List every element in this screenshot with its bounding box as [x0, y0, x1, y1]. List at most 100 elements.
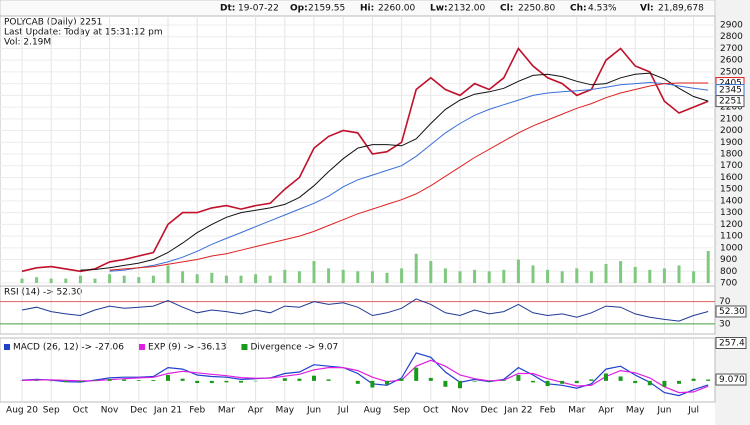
divergence-bar [195, 380, 200, 384]
x-tick-label: Nov [451, 406, 469, 416]
volume-bar [341, 269, 345, 283]
divergence-bar [618, 376, 623, 381]
header-value: 2132.00 [448, 4, 485, 14]
x-tick-label: Oct [423, 406, 439, 416]
x-tick-label: Jun [656, 406, 671, 416]
divergence-bar [399, 378, 404, 381]
x-tick-label: Feb [540, 406, 556, 416]
x-tick-label: Aug 20 [6, 406, 38, 416]
x-tick-label: Apr [248, 406, 264, 416]
y-tick-label: 2900 [720, 21, 743, 31]
chart-title: POLYCAB (Daily) 2251 [4, 18, 102, 28]
price-line [109, 81, 709, 272]
price-panel [0, 15, 716, 287]
volume-bar [224, 275, 228, 283]
y-tick-label: 9.070 [719, 375, 745, 385]
volume-bar [108, 274, 112, 283]
divergence-bar [107, 379, 112, 381]
legend-swatch [241, 344, 248, 350]
y-tick-label: 30 [719, 319, 731, 329]
y-tick-label: 1000 [720, 243, 743, 253]
y-tick-label: 2800 [720, 32, 743, 42]
divergence-bar [326, 379, 331, 381]
value-box [715, 337, 747, 349]
volume-bar [385, 272, 389, 283]
y-tick-label: 1700 [720, 161, 743, 171]
volume-bar [20, 278, 24, 283]
y-tick-label: 1100 [720, 232, 743, 242]
volume-bar [210, 272, 214, 283]
price-line [109, 82, 709, 271]
x-tick-label: May [275, 406, 294, 416]
divergence-bar [34, 380, 39, 381]
divergence-bar [487, 380, 492, 382]
volume-bar [151, 275, 155, 283]
divergence-bar [297, 378, 302, 381]
legend-swatch [4, 344, 10, 350]
header-label: Hi: [360, 4, 374, 14]
divergence-bar [458, 380, 462, 389]
x-tick-label: Jun [306, 406, 321, 416]
volume-bar [662, 268, 666, 283]
volume-bar [297, 271, 301, 283]
divergence-bar [151, 379, 156, 381]
y-tick-label: 1800 [720, 150, 743, 160]
divergence-bar [63, 380, 68, 383]
y-tick-label: 2600 [720, 56, 743, 66]
x-tick-label: Oct [73, 406, 89, 416]
value-box [715, 305, 747, 318]
volume-bar [429, 261, 433, 283]
volume-bar [166, 265, 170, 283]
divergence-bar [531, 380, 535, 383]
price-marker-label: 2405 [719, 79, 742, 89]
volume-bar [268, 275, 272, 283]
x-tick-label: Sep [393, 406, 410, 416]
volume-bar [604, 264, 608, 283]
volume-bar [327, 268, 331, 283]
header-value: 4.53% [588, 4, 617, 14]
price-marker-label: 2251 [719, 97, 742, 107]
y-tick-label: 1900 [720, 138, 743, 148]
rsi-title: RSI (14) -> 52.30 [4, 288, 83, 298]
macd-line [21, 359, 709, 394]
divergence-bar [209, 380, 214, 384]
volume-bar [706, 251, 710, 283]
volume-bar [122, 275, 126, 283]
volume-bar [487, 271, 491, 283]
volume-bar [254, 274, 258, 283]
divergence-bar [604, 373, 608, 381]
volume-bar [619, 261, 623, 283]
header-value: 21,89,678 [658, 4, 704, 14]
volume-bar [677, 265, 681, 283]
volume-bar [49, 278, 53, 283]
y-tick-label: 900 [720, 255, 737, 265]
header-label: Lw: [430, 4, 448, 14]
volume-bar [443, 268, 447, 283]
divergence-bar [282, 378, 287, 381]
divergence-bar [633, 380, 638, 384]
divergence-bar [122, 379, 127, 381]
y-tick-label: 2500 [720, 67, 743, 77]
volume-bar [356, 271, 360, 283]
volume-bar [546, 269, 550, 283]
x-tick-label: Mar [568, 406, 585, 416]
divergence-bar [589, 379, 594, 381]
y-tick-label: 70 [719, 297, 731, 307]
divergence-bar [312, 375, 316, 381]
macd-panel [0, 337, 716, 403]
y-tick-label: 1500 [720, 185, 743, 195]
rsi-line [21, 298, 709, 322]
header-label: Cl: [500, 4, 513, 14]
volume-bar [414, 253, 418, 283]
x-tick-label: Feb [189, 406, 205, 416]
y-tick-label: 52.30 [719, 307, 745, 317]
volume-bar [531, 265, 535, 283]
volume-bar [589, 271, 593, 283]
y-tick-label: 2100 [720, 114, 743, 124]
y-tick-label: 1300 [720, 208, 743, 218]
volume-bar [312, 261, 316, 283]
divergence-bar [428, 377, 433, 381]
volume-bar [633, 266, 637, 283]
y-tick-label: 2000 [720, 126, 743, 136]
divergence-bar [355, 380, 360, 384]
